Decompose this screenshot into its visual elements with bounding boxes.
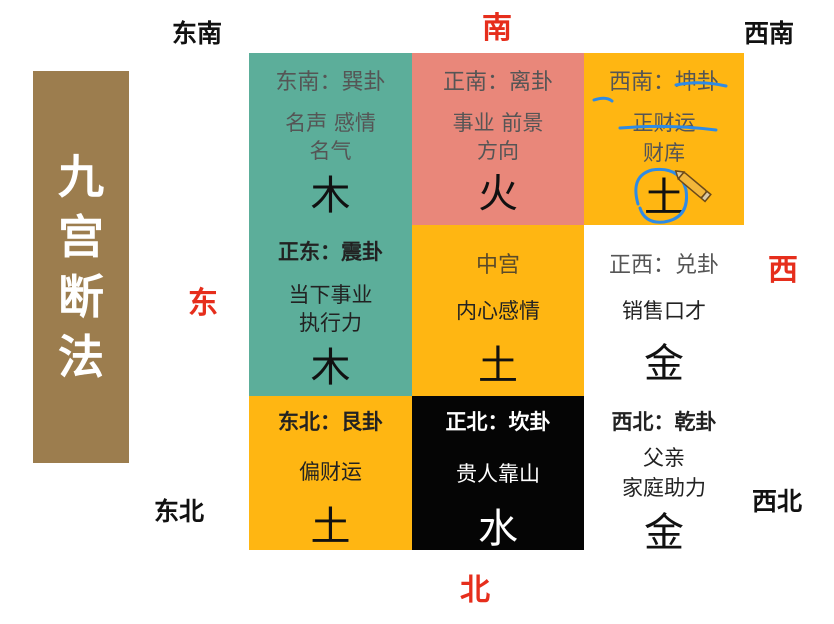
direction-west: 西: [768, 253, 798, 288]
cell-header: 东南：巽卦: [275, 70, 386, 95]
cell-text: 财库: [643, 141, 685, 165]
cell-east: 正东：震卦 当下事业 执行力 木: [249, 225, 412, 396]
cell-northwest: 西北：乾卦 父亲 家庭助力 金: [584, 396, 744, 550]
cell-element: 木: [310, 345, 351, 391]
cell-northeast: 东北：艮卦 偏财运 土: [249, 396, 412, 550]
cell-text: 销售口才: [622, 299, 706, 323]
cell-text: 当下事业: [288, 283, 373, 307]
cell-text: 父亲: [643, 446, 685, 470]
direction-south: 南: [482, 11, 512, 46]
cell-header: 中宫: [475, 253, 520, 278]
cell-text: 执行力: [299, 311, 362, 335]
direction-north: 北: [460, 573, 490, 608]
cell-element: 金: [644, 341, 684, 387]
cell-header: 正东：震卦: [278, 240, 383, 264]
cell-header: 东北：艮卦: [278, 410, 383, 434]
title-char: 断: [58, 270, 104, 324]
cell-south: 正南：离卦 事业 前景 方向 火: [412, 53, 584, 225]
cell-text: 家庭助力: [622, 476, 706, 500]
cell-header: 正北：坎卦: [445, 410, 551, 434]
cell-element: 土: [310, 504, 351, 550]
cell-header: 正南：离卦: [442, 70, 553, 95]
cell-text: 贵人靠山: [456, 462, 540, 486]
cell-element: 土: [478, 343, 518, 389]
direction-northwest: 西北: [752, 487, 803, 516]
cell-center: 中宫 内心感情 土: [412, 225, 584, 396]
cell-text: 名气: [309, 139, 352, 163]
cell-southwest: 西南：坤卦 正财运 财库 土: [584, 53, 744, 225]
cell-text: 内心感情: [456, 299, 540, 323]
title-char: 法: [58, 330, 104, 384]
title-char: 宫: [58, 210, 104, 264]
cell-west: 正西：兑卦 销售口才 金: [584, 225, 744, 396]
cell-southeast: 东南：巽卦 名声 感情 名气 木: [249, 53, 412, 225]
title-char: 九: [58, 150, 104, 204]
cell-header: 西南：坤卦: [608, 70, 719, 95]
cell-element: 土: [644, 175, 684, 221]
direction-southwest: 西南: [744, 19, 795, 48]
cell-element: 火: [478, 171, 518, 217]
cell-element: 金: [644, 510, 684, 550]
direction-east: 东: [188, 286, 218, 321]
cell-text: 名声 感情: [285, 111, 376, 135]
cell-header: 西北：乾卦: [611, 410, 717, 434]
cell-text: 偏财运: [299, 460, 362, 484]
cell-north: 正北：坎卦 贵人靠山 水: [412, 396, 584, 550]
cell-text: 正财运: [632, 111, 696, 135]
title-panel: 九 宫 断 法: [33, 71, 129, 463]
cell-element: 水: [478, 506, 518, 550]
cell-header: 正西：兑卦: [608, 253, 719, 278]
cell-text: 事业 前景: [452, 111, 544, 135]
direction-southeast: 东南: [172, 19, 223, 48]
cell-text: 方向: [477, 139, 519, 163]
cell-element: 木: [310, 173, 351, 219]
direction-northeast: 东北: [154, 497, 205, 526]
